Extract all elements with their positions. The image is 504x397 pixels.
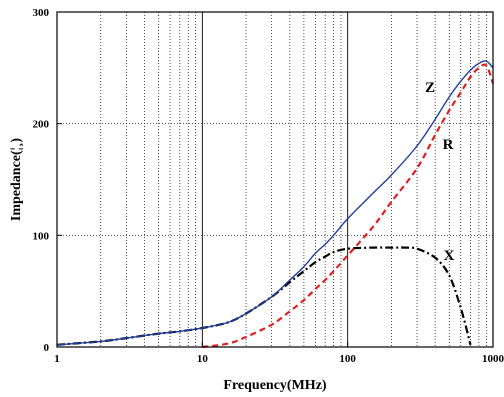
y-tick-label: 100 [33, 230, 50, 242]
series-z-label: Z [425, 80, 435, 96]
series-x-label: X [444, 248, 455, 264]
x-tick-label: 1000 [482, 353, 504, 365]
x-axis-label: Frequency(MHz) [223, 378, 326, 393]
series-lines [56, 60, 495, 349]
series-x-line [56, 246, 472, 346]
axis-ticks: 1 10 100 1000 0 100 200 300 [33, 7, 504, 365]
y-tick-label: 0 [44, 342, 50, 354]
series-labels: Z R X [425, 80, 455, 264]
grid [57, 12, 493, 347]
series-r-label: R [443, 137, 454, 153]
x-tick-label: 100 [339, 353, 356, 365]
series-r-line [202, 63, 495, 349]
y-tick-label: 300 [33, 7, 50, 19]
y-axis-label: Impedance(¦¸) [9, 138, 24, 222]
x-tick-label: 10 [197, 353, 209, 365]
x-tick-label: 1 [54, 353, 60, 365]
y-tick-label: 200 [33, 119, 50, 131]
series-z-line [56, 60, 494, 346]
plot-frame [56, 11, 494, 348]
